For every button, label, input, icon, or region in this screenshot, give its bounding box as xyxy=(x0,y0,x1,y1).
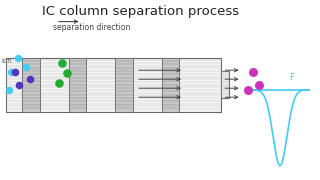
Text: ion: ion xyxy=(1,58,12,64)
Point xyxy=(16,83,21,86)
Bar xyxy=(6,58,221,112)
Point xyxy=(23,65,28,68)
Bar xyxy=(69,58,86,112)
Bar xyxy=(162,58,179,112)
Text: IC column separation process: IC column separation process xyxy=(42,5,239,18)
Point xyxy=(250,71,255,73)
Bar xyxy=(115,58,133,112)
Point xyxy=(60,62,65,64)
Point xyxy=(257,83,262,86)
Bar xyxy=(221,71,229,98)
Point xyxy=(13,71,18,73)
Point xyxy=(245,89,251,91)
Point xyxy=(15,56,20,59)
Point xyxy=(6,89,12,91)
Point xyxy=(28,78,33,81)
Bar xyxy=(22,58,40,112)
Text: F: F xyxy=(290,73,294,82)
Point xyxy=(9,71,14,73)
Point xyxy=(57,81,62,84)
Text: separation direction: separation direction xyxy=(52,23,130,32)
Point xyxy=(65,71,70,74)
